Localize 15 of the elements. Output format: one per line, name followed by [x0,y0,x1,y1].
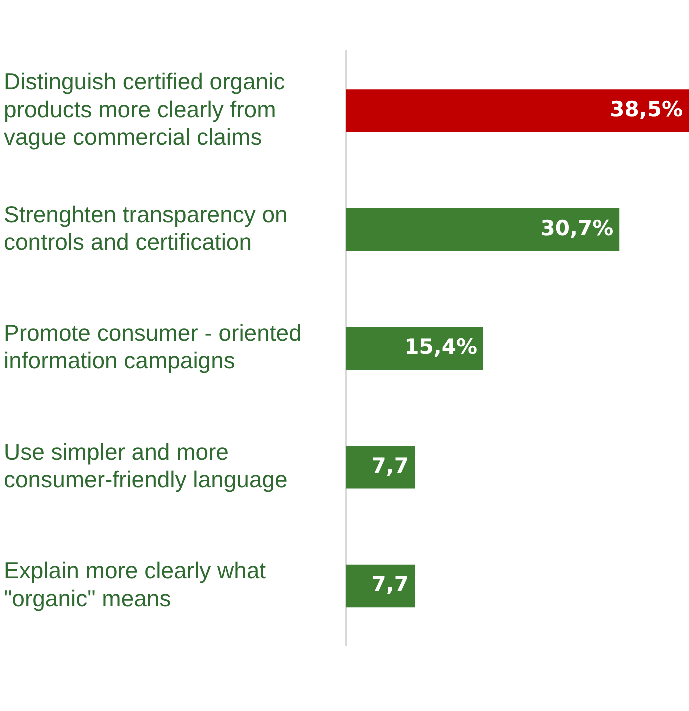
y-tick-label: Explain more clearly what "organic" means [4,558,267,612]
y-tick-label: Distinguish certified organic products more clearly from vague commercial claims [4,68,286,150]
data-label: 15,4% [404,335,478,360]
bar [346,446,415,489]
data-label: 30,7% [540,216,614,240]
y-tick-label: Promote consumer - oriented information campaigns [4,320,302,374]
y-tick-label: Strenghten transparency on controls and certification [4,201,288,255]
y-tick-label: Use simpler and more consumer-friendly language [4,438,288,493]
bar [346,327,484,370]
bar [346,208,620,252]
bar [346,564,415,608]
data-label: 7,7 [372,572,409,597]
bar [346,90,689,132]
data-label: 7,7 [372,454,409,478]
data-label: 38,5% [610,97,683,122]
